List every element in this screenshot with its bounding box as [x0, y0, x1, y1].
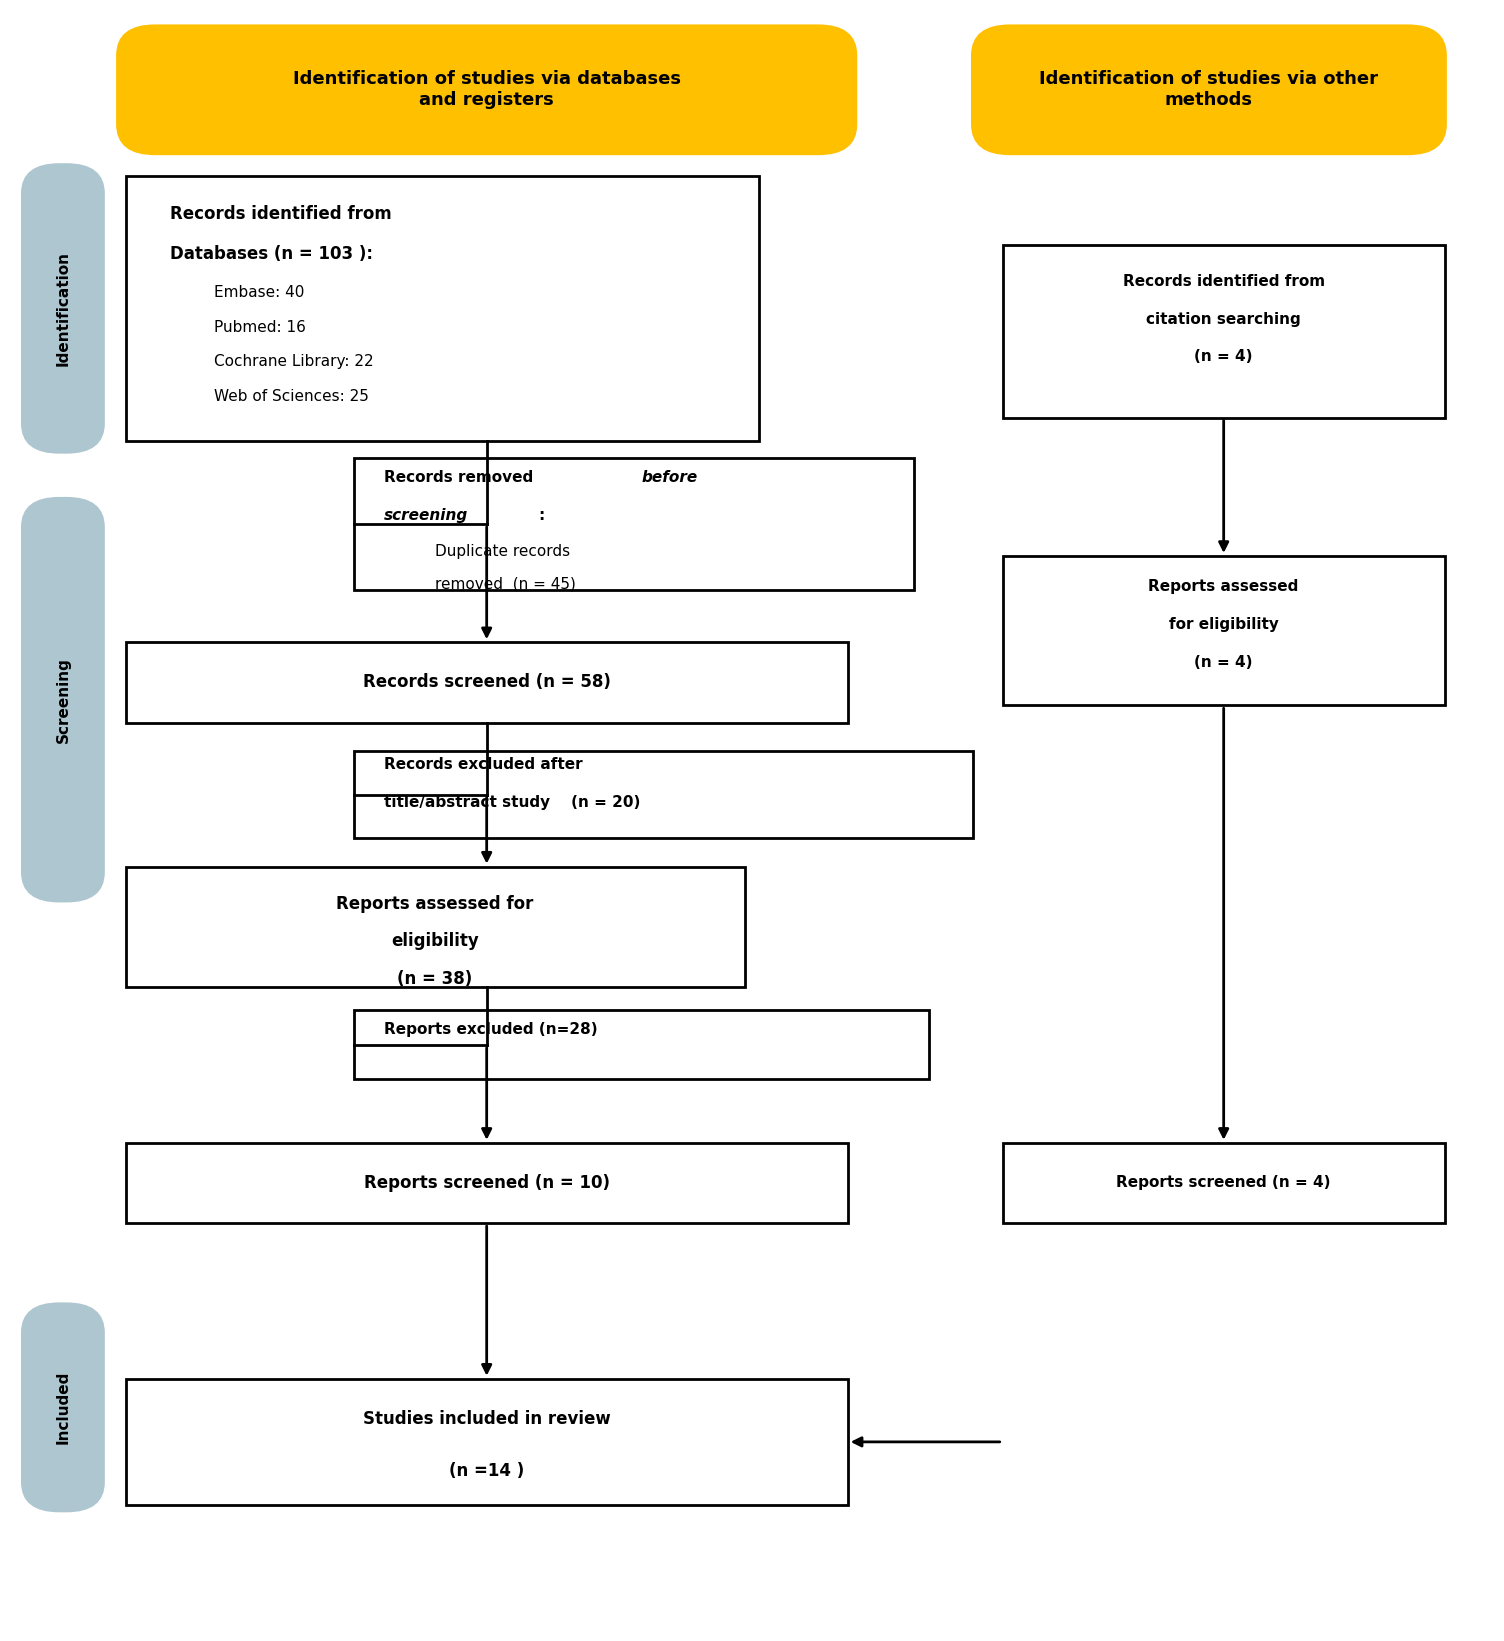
Text: Records screened (n = 58): Records screened (n = 58): [362, 673, 611, 691]
FancyBboxPatch shape: [353, 1011, 929, 1080]
Text: Studies included in review: Studies included in review: [362, 1410, 611, 1428]
Text: (n = 4): (n = 4): [1194, 348, 1253, 364]
FancyBboxPatch shape: [1003, 1142, 1445, 1223]
Text: Records identified from: Records identified from: [170, 205, 391, 223]
Text: (n =14 ): (n =14 ): [450, 1462, 525, 1480]
Text: Identification of studies via databases
and registers: Identification of studies via databases …: [293, 71, 681, 110]
Text: Embase: 40: Embase: 40: [214, 286, 304, 300]
Text: Reports screened (n = 4): Reports screened (n = 4): [1116, 1175, 1331, 1190]
FancyBboxPatch shape: [353, 752, 973, 839]
Text: Records identified from: Records identified from: [1122, 274, 1325, 289]
FancyBboxPatch shape: [353, 458, 914, 591]
FancyBboxPatch shape: [125, 642, 848, 722]
FancyBboxPatch shape: [23, 164, 104, 453]
Text: Reports excluded (n=28): Reports excluded (n=28): [384, 1022, 597, 1037]
Text: Pubmed: 16: Pubmed: 16: [214, 320, 305, 335]
FancyBboxPatch shape: [23, 499, 104, 901]
Text: title/abstract study    (n = 20): title/abstract study (n = 20): [384, 796, 639, 811]
Text: citation searching: citation searching: [1146, 312, 1301, 327]
Text: Databases (n = 103 ):: Databases (n = 103 ):: [170, 245, 373, 263]
Text: screening: screening: [384, 507, 468, 522]
Text: Included: Included: [56, 1370, 71, 1444]
Text: Reports screened (n = 10): Reports screened (n = 10): [364, 1173, 609, 1191]
Text: removed  (n = 45): removed (n = 45): [435, 576, 576, 591]
Text: for eligibility: for eligibility: [1169, 617, 1278, 632]
Text: Reports assessed: Reports assessed: [1149, 579, 1299, 594]
Text: (n = 4): (n = 4): [1194, 655, 1253, 670]
FancyBboxPatch shape: [119, 26, 856, 153]
Text: :: :: [538, 507, 544, 522]
FancyBboxPatch shape: [125, 866, 744, 988]
FancyBboxPatch shape: [1003, 245, 1445, 418]
Text: Web of Sciences: 25: Web of Sciences: 25: [214, 389, 368, 404]
Text: Screening: Screening: [56, 656, 71, 743]
FancyBboxPatch shape: [23, 1305, 104, 1511]
Text: eligibility: eligibility: [391, 932, 478, 950]
Text: Reports assessed for: Reports assessed for: [337, 896, 534, 914]
Text: Records excluded after: Records excluded after: [384, 757, 582, 773]
FancyBboxPatch shape: [125, 176, 760, 441]
Text: Duplicate records: Duplicate records: [435, 545, 570, 560]
FancyBboxPatch shape: [973, 26, 1445, 153]
FancyBboxPatch shape: [125, 1142, 848, 1223]
Text: Cochrane Library: 22: Cochrane Library: 22: [214, 354, 373, 369]
FancyBboxPatch shape: [125, 1378, 848, 1505]
FancyBboxPatch shape: [1003, 556, 1445, 706]
Text: Identification: Identification: [56, 251, 71, 366]
Text: before: before: [641, 469, 698, 484]
Text: Records removed: Records removed: [384, 469, 538, 484]
Text: Identification of studies via other
methods: Identification of studies via other meth…: [1039, 71, 1379, 110]
Text: (n = 38): (n = 38): [397, 970, 472, 988]
